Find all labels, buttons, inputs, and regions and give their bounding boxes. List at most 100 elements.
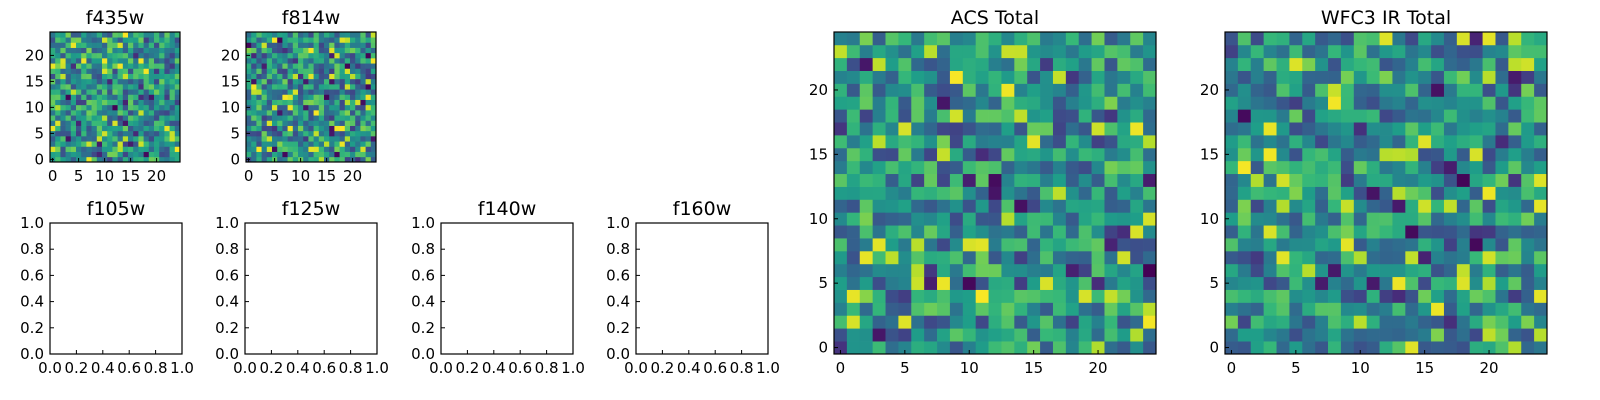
- heatmap-cell: [1225, 341, 1239, 355]
- heatmap-cell: [148, 52, 155, 59]
- heatmap-cell: [339, 104, 346, 111]
- heatmap-cell: [1456, 302, 1471, 316]
- heatmap-cell: [96, 120, 103, 126]
- heatmap-cell: [1130, 250, 1144, 265]
- heatmap-cell: [1289, 147, 1303, 162]
- heatmap-cell: [1130, 57, 1144, 71]
- heatmap-cell: [370, 52, 377, 59]
- heatmap-cell: [1302, 328, 1316, 342]
- heatmap-cell: [949, 70, 964, 84]
- heatmap-cell: [313, 78, 320, 85]
- heatmap-cell: [365, 125, 372, 132]
- heatmap-cell: [261, 58, 268, 64]
- heatmap-cell: [1225, 212, 1239, 226]
- heatmap-cell: [1276, 122, 1290, 136]
- heatmap-cell: [55, 37, 61, 43]
- heatmap-cell: [975, 32, 989, 46]
- heatmap-cell: [1225, 57, 1239, 71]
- heatmap-cell: [1315, 173, 1329, 187]
- heatmap-cell: [1027, 225, 1041, 239]
- heatmap-cell: [355, 94, 361, 100]
- heatmap-cell: [298, 120, 304, 126]
- heatmap-cell: [355, 130, 361, 137]
- heatmap-cell: [1001, 160, 1015, 175]
- heatmap-cell: [133, 58, 139, 64]
- heatmap-cell: [1340, 302, 1355, 316]
- heatmap-cell: [1521, 328, 1535, 342]
- heatmap-cell: [1521, 44, 1535, 59]
- heatmap-cell: [154, 78, 160, 85]
- heatmap-cell: [334, 32, 340, 38]
- heatmap-cell: [1534, 83, 1548, 97]
- heatmap-cell: [1353, 199, 1368, 213]
- heatmap-cell: [102, 125, 108, 132]
- heatmap-cell: [1302, 173, 1316, 187]
- heatmap-cell: [1366, 289, 1380, 303]
- heatmap-cell: [282, 104, 288, 111]
- heatmap-cell: [277, 52, 283, 59]
- heatmap-cell: [1014, 199, 1028, 213]
- x-tick-label: 0.0: [429, 359, 453, 377]
- heatmap-cell: [164, 42, 170, 48]
- heatmap-cell: [133, 120, 139, 126]
- heatmap-cell: [246, 136, 252, 142]
- heatmap-cell: [70, 136, 77, 142]
- heatmap-cell: [81, 141, 87, 147]
- heatmap-cell: [1078, 263, 1092, 278]
- heatmap-cell: [872, 109, 886, 123]
- heatmap-cell: [102, 42, 108, 48]
- heatmap-cell: [102, 141, 108, 147]
- heatmap-cell: [70, 78, 77, 85]
- heatmap-cell: [344, 141, 351, 147]
- heatmap-cell: [1456, 341, 1471, 355]
- heatmap-cell: [1027, 315, 1041, 329]
- heatmap-cell: [1392, 263, 1406, 278]
- heatmap-cell: [329, 130, 335, 137]
- heatmap-cell: [50, 32, 56, 38]
- heatmap-cell: [1117, 263, 1131, 278]
- heatmap-cell: [1508, 289, 1522, 303]
- heatmap-cell: [1104, 186, 1118, 200]
- heatmap-cell: [924, 96, 938, 110]
- heatmap-cell: [1508, 57, 1522, 71]
- heatmap-cell: [360, 78, 366, 85]
- heatmap-cell: [76, 68, 82, 74]
- heatmap-cell: [962, 238, 977, 252]
- heatmap-cell: [246, 99, 252, 106]
- heatmap-cell: [81, 63, 87, 69]
- heatmap-cell: [1302, 263, 1316, 278]
- heatmap-cell: [1405, 328, 1419, 342]
- heatmap-cell: [1328, 302, 1342, 316]
- heatmap-cell: [975, 302, 989, 316]
- heatmap-cell: [1250, 44, 1264, 59]
- heatmap-cell: [937, 315, 951, 329]
- heatmap-cell: [1315, 160, 1329, 175]
- heatmap-cell: [1289, 122, 1303, 136]
- heatmap-cell: [1276, 32, 1290, 46]
- heatmap-cell: [344, 110, 351, 116]
- heatmap-cell: [1078, 122, 1092, 136]
- x-tick-label: 20: [147, 167, 166, 185]
- heatmap-cell: [1534, 173, 1548, 187]
- heatmap-cell: [834, 109, 848, 123]
- heatmap-cell: [1302, 135, 1316, 149]
- x-tick-label: 0: [836, 359, 846, 377]
- heatmap-cell: [50, 37, 56, 43]
- heatmap-cell: [1482, 186, 1496, 200]
- heatmap-cell: [334, 130, 340, 137]
- heatmap-cell: [251, 130, 257, 137]
- heatmap-cell: [1237, 57, 1252, 71]
- heatmap-cell: [272, 89, 278, 95]
- heatmap-cell: [1482, 83, 1496, 97]
- heatmap-cell: [1379, 32, 1393, 46]
- heatmap-cell: [1130, 341, 1144, 355]
- x-axis: 0.0 0.2 0.4 0.6 0.8 1.0: [624, 350, 780, 377]
- panel-title: ACS Total: [951, 7, 1039, 29]
- heatmap-cell: [365, 99, 372, 106]
- heatmap-cell: [1302, 199, 1316, 213]
- heatmap-cell: [122, 42, 129, 48]
- heatmap-cell: [1263, 173, 1277, 187]
- heatmap-cell: [355, 52, 361, 59]
- heatmap-cell: [117, 156, 124, 163]
- heatmap-cell: [251, 42, 257, 48]
